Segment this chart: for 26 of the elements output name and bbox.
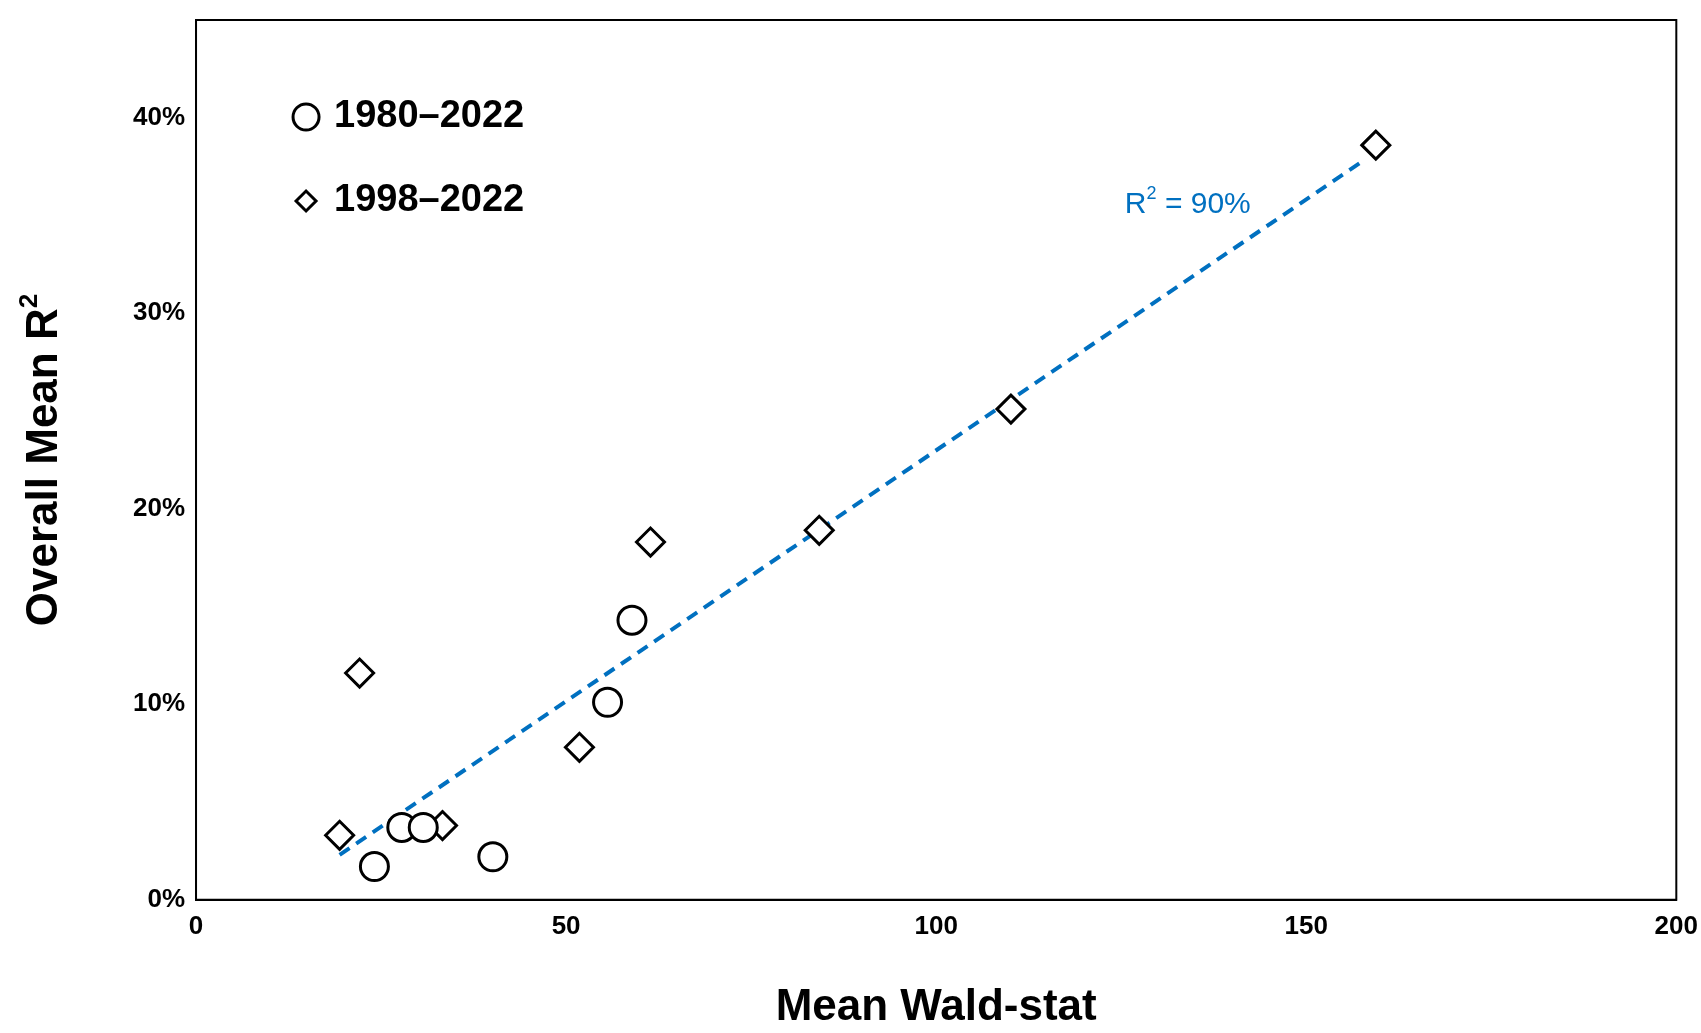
x-axis-title: Mean Wald-stat xyxy=(775,980,1098,1030)
point xyxy=(358,851,390,883)
point xyxy=(407,811,439,843)
point xyxy=(477,841,509,873)
point xyxy=(995,393,1027,425)
y-tick-label: 0% xyxy=(147,882,186,913)
point xyxy=(616,604,648,636)
legend-label: 1980–2022 xyxy=(334,93,525,136)
point xyxy=(592,686,624,718)
y-axis-title: Overall Mean R2 xyxy=(12,293,67,627)
x-tick-label: 0 xyxy=(188,909,204,940)
y-tick-label: 10% xyxy=(132,687,186,718)
point xyxy=(344,657,376,689)
y-tick-label: 20% xyxy=(132,491,186,522)
y-tick-label: 40% xyxy=(132,100,186,131)
point xyxy=(324,819,356,851)
x-tick-label: 100 xyxy=(914,909,958,940)
x-tick-label: 200 xyxy=(1654,909,1699,940)
point xyxy=(1360,129,1392,161)
y-tick-label: 30% xyxy=(132,296,186,327)
x-tick-label: 150 xyxy=(1284,909,1328,940)
legend-label: 1998–2022 xyxy=(334,177,525,220)
point xyxy=(634,526,666,558)
point xyxy=(563,731,595,763)
point xyxy=(803,514,835,546)
x-tick-label: 50 xyxy=(551,909,581,940)
